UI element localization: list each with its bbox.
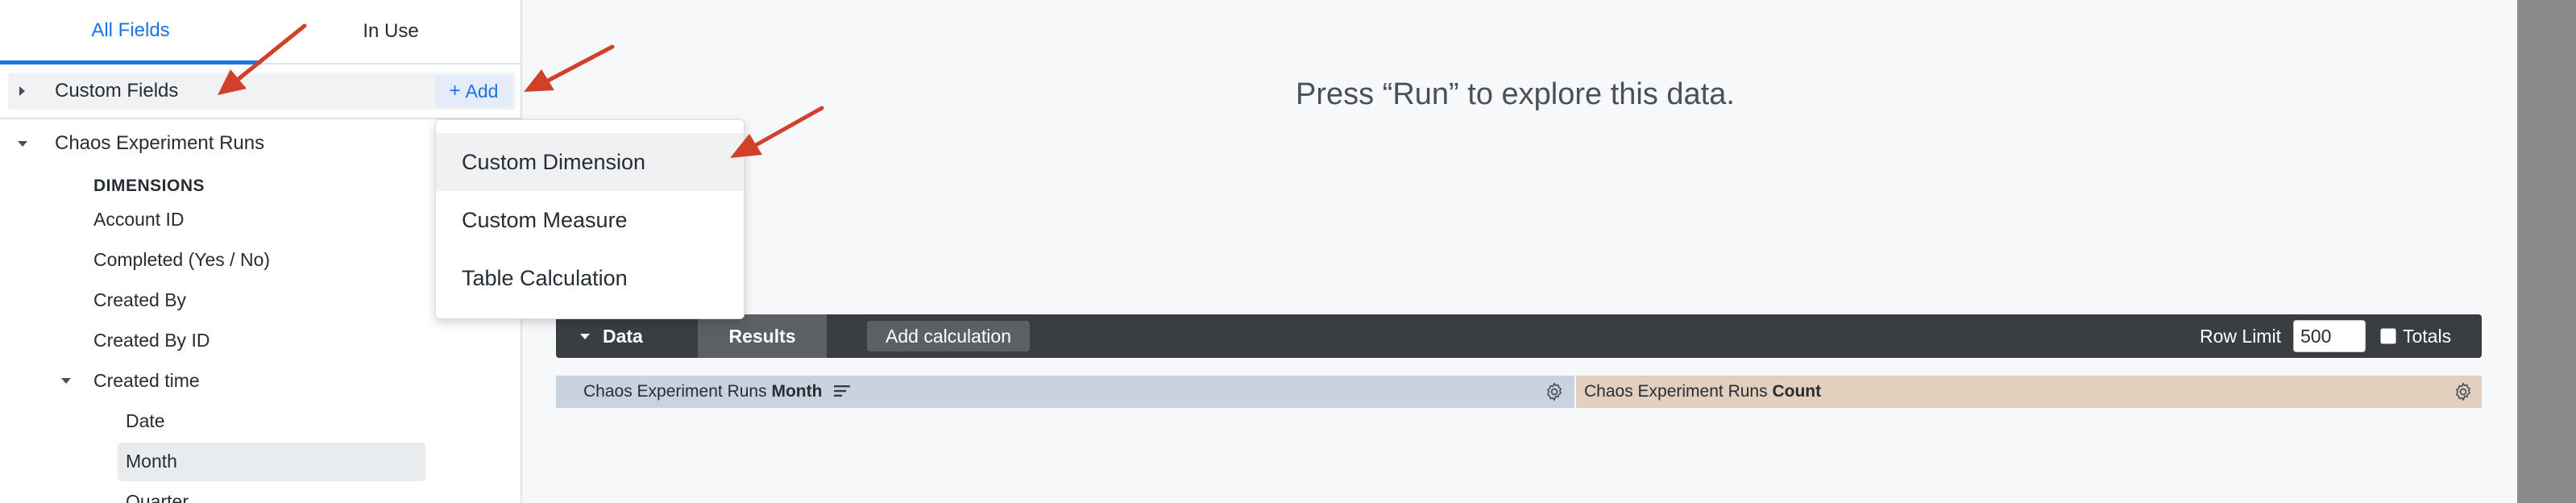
menu-item-table-calculation[interactable]: Table Calculation — [462, 265, 628, 290]
custom-fields-label: Custom Fields — [55, 80, 179, 102]
column-field-name: Count — [1772, 382, 1822, 401]
custom-fields-section[interactable]: Custom Fields + Add — [8, 73, 516, 110]
selected-field-highlight — [118, 443, 425, 481]
totals-checkbox[interactable] — [2380, 328, 2396, 344]
column-header-label: Chaos Experiment Runs Count — [1584, 382, 1821, 401]
totals-toggle[interactable]: Totals — [2380, 314, 2451, 358]
field-group-created-time[interactable]: Created time — [61, 368, 200, 393]
field-created-month[interactable]: Month — [126, 451, 177, 472]
arrow-icon — [524, 44, 615, 92]
row-limit-label: Row Limit — [2200, 325, 2281, 347]
row-number-gutter — [556, 376, 575, 408]
sort-icon[interactable] — [833, 384, 851, 398]
data-toggle[interactable]: Data — [580, 314, 643, 358]
gear-icon[interactable] — [1544, 381, 1565, 402]
tab-results[interactable]: Results — [698, 314, 827, 358]
field-created-by-id[interactable]: Created By ID — [93, 330, 210, 351]
caret-down-icon[interactable] — [18, 141, 27, 147]
column-header-count[interactable]: Chaos Experiment Runs Count — [1576, 376, 2482, 408]
caret-down-icon[interactable] — [61, 378, 71, 384]
column-field-name: Month — [771, 382, 823, 401]
column-view-name: Chaos Experiment Runs — [583, 382, 767, 401]
field-created-time-label: Created time — [93, 370, 200, 391]
tab-all-fields[interactable]: All Fields — [0, 0, 261, 64]
data-toolbar: Data Results Add calculation Row Limit T… — [556, 314, 2482, 358]
scrollbar[interactable] — [2517, 0, 2576, 503]
add-custom-field-button[interactable]: + Add — [435, 76, 512, 106]
field-created-by[interactable]: Created By — [93, 289, 187, 310]
column-view-name: Chaos Experiment Runs — [1584, 382, 1768, 401]
caret-down-icon — [580, 333, 590, 339]
field-picker-tabs: All Fields In Use — [0, 0, 521, 64]
totals-label: Totals — [2403, 325, 2452, 347]
field-created-quarter[interactable]: Quarter — [126, 491, 189, 503]
view-label: Chaos Experiment Runs — [55, 132, 265, 154]
add-field-dropdown: Custom Dimension Custom Measure Table Ca… — [435, 119, 745, 319]
column-header-label: Chaos Experiment Runs Month — [583, 382, 851, 401]
row-limit-input[interactable] — [2293, 320, 2366, 352]
gear-icon[interactable] — [2453, 381, 2474, 402]
field-completed[interactable]: Completed (Yes / No) — [93, 249, 271, 270]
plus-icon: + — [449, 80, 461, 102]
run-prompt: Press “Run” to explore this data. — [1296, 77, 1735, 111]
add-calculation-button[interactable]: Add calculation — [867, 321, 1030, 351]
menu-item-custom-dimension[interactable]: Custom Dimension — [436, 133, 744, 191]
caret-right-icon[interactable] — [19, 86, 25, 96]
field-account-id[interactable]: Account ID — [93, 209, 185, 230]
divider — [0, 118, 521, 119]
column-header-month[interactable]: Chaos Experiment Runs Month — [575, 376, 1574, 408]
tab-in-use[interactable]: In Use — [363, 20, 419, 42]
dimensions-header: DIMENSIONS — [93, 177, 205, 195]
view-chaos-experiment-runs[interactable]: Chaos Experiment Runs — [0, 127, 521, 160]
data-label: Data — [603, 325, 643, 347]
add-button-label: Add — [465, 80, 499, 102]
field-created-date[interactable]: Date — [126, 410, 165, 431]
menu-item-custom-measure[interactable]: Custom Measure — [462, 207, 628, 232]
